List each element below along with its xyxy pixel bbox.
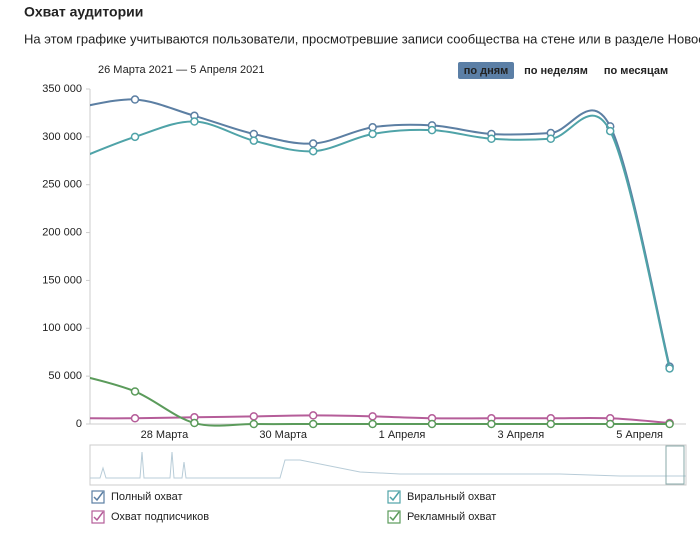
data-point[interactable]	[665, 364, 674, 373]
data-point[interactable]	[368, 419, 377, 429]
series-line	[90, 114, 671, 369]
x-tick-label: 5 Апреля	[616, 429, 663, 441]
data-point[interactable]	[665, 419, 674, 429]
date-range: 26 Марта 2021 — 5 Апреля 2021	[98, 64, 264, 76]
data-point[interactable]	[546, 134, 556, 144]
data-point[interactable]	[130, 387, 140, 396]
x-tick-label: 1 Апреля	[379, 429, 426, 441]
legend-check	[389, 511, 400, 522]
data-point[interactable]	[72, 156, 79, 163]
period-button[interactable]: по месяцам	[604, 65, 668, 77]
data-point[interactable]	[368, 123, 377, 132]
data-point[interactable]	[308, 419, 318, 429]
data-point[interactable]	[308, 139, 318, 148]
legend-check	[389, 491, 400, 502]
data-point[interactable]	[190, 117, 199, 126]
data-point[interactable]	[427, 419, 437, 429]
period-button[interactable]: по дням	[464, 65, 509, 77]
navigator	[89, 444, 687, 486]
legend-label[interactable]: Охват подписчиков	[111, 511, 209, 523]
period-button[interactable]: по неделям	[524, 65, 588, 77]
data-point[interactable]	[487, 419, 496, 429]
data-point[interactable]	[72, 105, 79, 112]
data-point[interactable]	[605, 126, 615, 136]
data-point[interactable]	[487, 134, 496, 144]
data-point[interactable]	[249, 419, 259, 429]
y-tick-label: 250 000	[42, 179, 82, 191]
data-point[interactable]	[130, 414, 140, 423]
plot-area	[72, 95, 674, 429]
x-tick-label: 28 Марта	[141, 429, 189, 441]
chart-subtitle: На этом графике учитываются пользователи…	[24, 31, 700, 46]
data-point[interactable]	[249, 412, 259, 421]
data-point[interactable]	[308, 411, 318, 420]
y-tick-label: 200 000	[42, 226, 82, 238]
y-tick-label: 150 000	[42, 274, 82, 286]
x-tick-label: 30 Марта	[259, 429, 307, 441]
data-point[interactable]	[249, 136, 259, 145]
data-point[interactable]	[130, 132, 140, 142]
legend-label[interactable]: Полный охват	[111, 491, 183, 503]
y-tick-label: 300 000	[42, 131, 82, 143]
y-tick-label: 350 000	[42, 83, 82, 95]
legend-check	[93, 511, 104, 522]
data-point[interactable]	[308, 146, 318, 156]
y-tick-label: 50 000	[48, 370, 82, 382]
data-point[interactable]	[546, 419, 556, 429]
legend-label[interactable]: Рекламный охват	[407, 511, 496, 523]
x-tick-label: 3 Апреля	[497, 429, 544, 441]
data-point[interactable]	[605, 419, 615, 429]
period-button-bg[interactable]	[458, 62, 514, 79]
navigator-handle[interactable]	[665, 445, 685, 485]
navigator-frame	[89, 444, 687, 486]
y-tick-label: 100 000	[42, 322, 82, 334]
data-point[interactable]	[368, 412, 377, 421]
y-tick-label: 0	[76, 418, 82, 430]
data-point[interactable]	[130, 95, 140, 104]
data-point[interactable]	[190, 418, 199, 428]
navigator-line	[90, 451, 686, 479]
series-line	[90, 98, 671, 367]
data-point[interactable]	[427, 125, 437, 135]
legend-check	[93, 491, 104, 502]
legend-label[interactable]: Виральный охват	[407, 491, 496, 503]
data-point[interactable]	[368, 129, 377, 139]
chart-title: Охват аудитории	[24, 4, 143, 20]
